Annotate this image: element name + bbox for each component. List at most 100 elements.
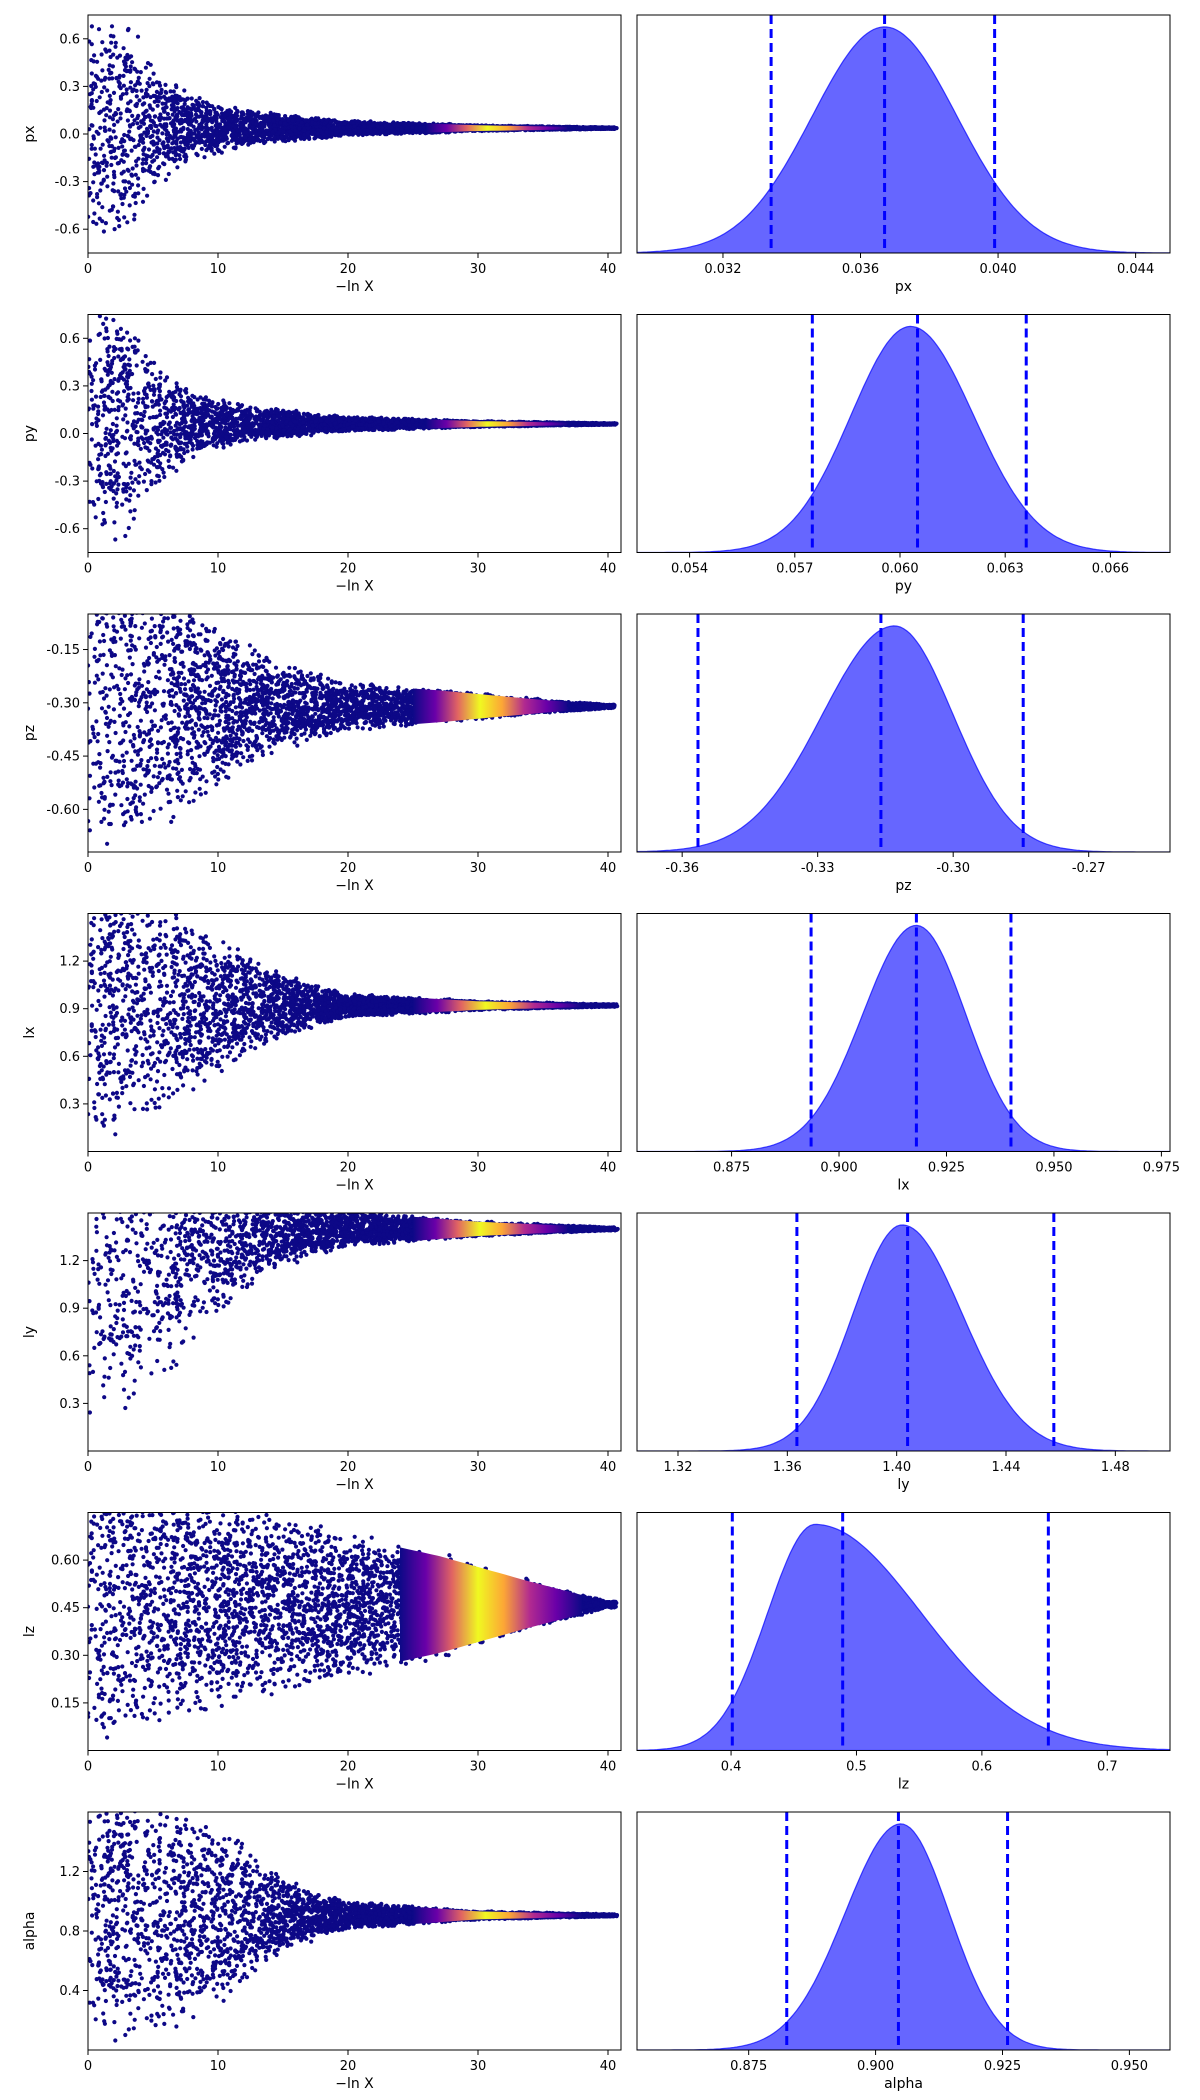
trace-point: [272, 123, 277, 128]
trace-point: [177, 156, 183, 162]
trace-point: [136, 142, 141, 148]
trace-point: [140, 161, 145, 166]
trace-xtick-label: 0: [84, 262, 92, 277]
trace-xtick-label: 20: [340, 262, 357, 277]
trace-point: [248, 131, 253, 136]
trace-point: [250, 135, 256, 141]
trace-point: [290, 118, 295, 123]
trace-point: [92, 172, 97, 177]
trace-point: [146, 147, 152, 152]
trace-point: [414, 126, 419, 131]
trace-point: [127, 185, 132, 191]
trace-point: [302, 126, 307, 131]
trace-point: [183, 140, 188, 145]
trace-point: [214, 116, 219, 121]
trace-point: [177, 95, 182, 100]
trace-point: [89, 83, 94, 89]
trace-point: [405, 128, 410, 133]
trace-point: [190, 131, 195, 136]
trace-point: [233, 145, 238, 150]
trace-point: [115, 119, 120, 124]
trace-point: [153, 149, 158, 154]
trace-point: [417, 121, 422, 126]
trace-point: [171, 150, 176, 155]
trace-point: [103, 128, 108, 133]
trace-point: [324, 130, 329, 135]
trace-point: [166, 150, 171, 155]
trace-point: [255, 136, 260, 141]
trace-point: [122, 132, 127, 138]
trace-point: [238, 128, 243, 133]
trace-point: [163, 105, 168, 110]
trace-point: [289, 124, 294, 129]
trace-point: [310, 131, 315, 136]
trace-point: [211, 117, 216, 122]
trace-point: [155, 135, 160, 140]
trace-point: [329, 134, 334, 139]
trace-point: [161, 470, 166, 475]
trace-point: [328, 120, 333, 125]
trace-point: [157, 151, 162, 156]
trace-point: [127, 486, 133, 491]
trace-point: [276, 115, 281, 120]
trace-point: [406, 122, 411, 127]
trace-point: [126, 180, 131, 185]
posterior-xtick-label: 0.044: [1117, 262, 1154, 277]
trace-point: [108, 71, 113, 76]
trace-point: [160, 141, 165, 146]
posterior-axes-frame: [636, 14, 1171, 254]
trace-point: [137, 138, 142, 144]
trace-point: [182, 146, 187, 151]
trace-point: [193, 127, 198, 133]
trace-point: [269, 114, 274, 119]
trace-point: [116, 482, 121, 487]
trace-point: [162, 94, 167, 99]
trace-point: [609, 126, 614, 131]
trace-point: [168, 121, 174, 126]
trace-point: [133, 200, 138, 206]
trace-point: [97, 95, 102, 100]
trace-point: [214, 119, 219, 124]
trace-point: [122, 62, 127, 67]
trace-point: [147, 76, 152, 81]
trace-point: [152, 179, 157, 184]
trace-point: [111, 148, 117, 153]
trace-point: [88, 39, 92, 44]
trace-point: [186, 131, 191, 136]
trace-point: [117, 53, 123, 58]
trace-point: [357, 129, 362, 134]
trace-point: [197, 103, 202, 109]
trace-point: [119, 171, 124, 176]
trace-point: [289, 114, 294, 119]
trace-point: [98, 125, 103, 130]
trace-xtick-label: 40: [600, 262, 617, 277]
trace-point: [119, 196, 124, 201]
trace-point: [92, 211, 97, 216]
trace-point: [212, 107, 217, 112]
trace-point: [143, 114, 149, 119]
trace-point: [121, 83, 126, 88]
trace-point: [151, 71, 156, 76]
trace-point: [156, 128, 161, 133]
trace-point: [171, 118, 176, 123]
trace-point: [247, 137, 252, 142]
trace-ytick-label: 0.6: [59, 32, 80, 47]
trace-point: [95, 192, 100, 197]
trace-point: [112, 122, 117, 127]
trace-point: [125, 57, 130, 62]
trace-point: [144, 157, 149, 162]
trace-point: [410, 130, 415, 136]
trace-scatter-px: [88, 24, 619, 234]
trace-point: [193, 108, 198, 113]
trace-point: [144, 94, 149, 99]
trace-point: [162, 162, 167, 167]
trace-point: [89, 388, 94, 394]
trace-point: [237, 137, 243, 143]
trace-point: [222, 127, 227, 132]
trace-point: [226, 116, 231, 121]
trace-point: [125, 220, 130, 225]
trace-point: [199, 146, 204, 151]
trace-point: [92, 146, 97, 151]
trace-point: [125, 68, 130, 73]
trace-point: [128, 475, 133, 480]
